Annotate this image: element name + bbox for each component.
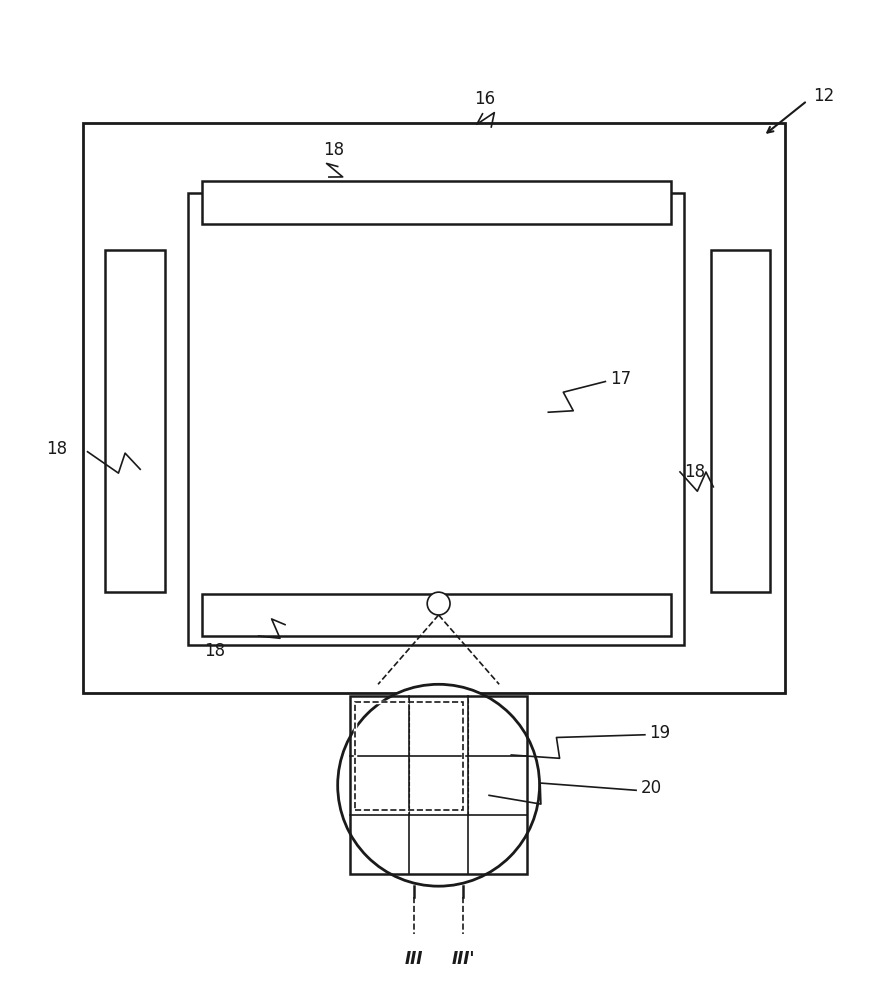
Bar xyxy=(355,702,462,810)
Bar xyxy=(711,250,770,592)
Text: III': III' xyxy=(452,950,475,968)
Bar xyxy=(355,702,462,810)
Bar xyxy=(83,123,785,693)
Bar xyxy=(355,702,462,810)
Text: 19: 19 xyxy=(649,724,671,742)
Text: 18: 18 xyxy=(46,440,67,458)
Text: 18: 18 xyxy=(205,642,225,660)
Text: 17: 17 xyxy=(610,370,631,388)
Text: 18: 18 xyxy=(323,141,344,159)
Bar xyxy=(189,193,684,645)
Text: 20: 20 xyxy=(641,779,662,797)
Circle shape xyxy=(427,592,450,615)
Text: III: III xyxy=(405,950,424,968)
Bar xyxy=(350,696,527,874)
Circle shape xyxy=(338,684,540,886)
Bar xyxy=(105,250,165,592)
Bar xyxy=(202,181,672,224)
Bar xyxy=(202,594,672,636)
Text: 18: 18 xyxy=(684,463,705,481)
Bar xyxy=(355,702,462,810)
Text: 16: 16 xyxy=(475,90,495,108)
Text: 12: 12 xyxy=(813,87,835,105)
